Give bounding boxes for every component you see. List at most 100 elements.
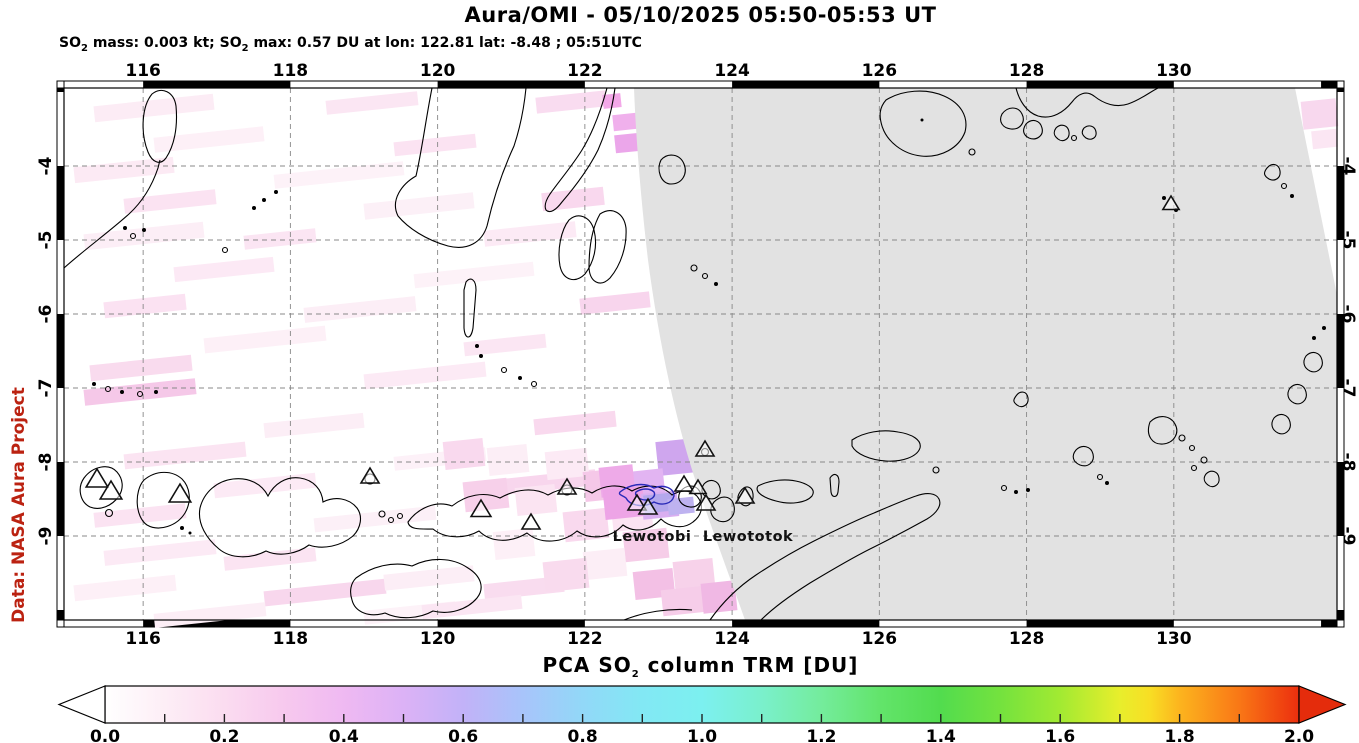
so2-pixel-patch: [103, 293, 187, 319]
lon-tick-label: 120: [419, 61, 456, 81]
map-frame: [63, 87, 1338, 621]
volcano-triangle-icon: [520, 512, 542, 530]
islet-dot: [479, 354, 483, 358]
coastline: [710, 496, 735, 523]
coastline: [1147, 416, 1178, 445]
so2-pixel-patch: [93, 93, 215, 123]
so2-pixel-patch: [562, 507, 610, 543]
coastline: [1015, 87, 1159, 118]
so2-pixel-patch: [582, 547, 628, 581]
lon-tick-label: 118: [272, 629, 309, 649]
so2-pixel-patch: [541, 186, 605, 212]
islet-dot: [274, 190, 278, 194]
islet-dot: [252, 206, 256, 210]
lon-tick-label: 128: [1008, 629, 1045, 649]
volcano-triangle-icon: [694, 439, 716, 457]
border-black-segment: [143, 81, 291, 88]
coastline: [588, 210, 627, 284]
so2-stats-line: SO2 mass: 0.003 kt; SO2 max: 0.57 DU at …: [59, 35, 642, 54]
coastline: [544, 87, 616, 213]
coastline: [1023, 119, 1043, 140]
islet: [1000, 484, 1008, 492]
border-black-segment: [57, 461, 64, 536]
lon-tick-label: 118: [272, 61, 309, 81]
so2-pixel-patch: [263, 412, 365, 439]
border-black-segment: [57, 313, 64, 388]
coastline: [1053, 124, 1070, 142]
islet-dot: [475, 344, 479, 348]
islet: [500, 366, 508, 374]
islet: [387, 516, 395, 524]
coastline: [463, 278, 477, 338]
lon-tick-label: 122: [567, 61, 603, 81]
lat-tick-label: -6: [36, 304, 56, 324]
so2-pixel-patch: [579, 291, 651, 315]
colorbar-tick-label: 1.6: [1045, 727, 1076, 743]
so2-pixel-patch: [1300, 98, 1339, 130]
so2-pixel-patch: [363, 192, 475, 220]
so2-pixel-patch: [89, 354, 193, 382]
islet: [104, 508, 114, 518]
lon-tick-label: 128: [1008, 61, 1045, 81]
islet-dot: [262, 198, 266, 202]
volcano-triangle-icon: [98, 479, 124, 500]
map: Lewotobi Lewototok: [56, 80, 1345, 628]
colorbar-tick-label: 0.6: [448, 727, 479, 743]
lon-tick-label: 126: [861, 61, 898, 81]
volcano-triangle-icon: [695, 493, 717, 511]
border-black-segment: [1337, 461, 1344, 536]
coastline: [1303, 351, 1323, 373]
colorbar-under-arrow: [57, 685, 106, 724]
islet: [1188, 444, 1196, 452]
volcano-triangle-icon: [469, 498, 493, 518]
so2-pixel-patch: [383, 565, 475, 591]
coastline: [756, 479, 814, 504]
border-black-segment: [1321, 620, 1337, 627]
coastline: [1072, 445, 1094, 467]
border-black-segment: [1337, 165, 1344, 240]
colorbar-tick-label: 0.8: [567, 727, 598, 743]
so2-pixel-patch: [544, 447, 590, 481]
lon-tick-label: 130: [1156, 629, 1192, 649]
islet-dot: [1322, 326, 1326, 330]
graticule: [64, 88, 1337, 620]
islet: [129, 232, 137, 240]
border-black-segment: [57, 609, 64, 620]
islet-dot: [518, 376, 522, 380]
colorbar-tick-label: 1.2: [806, 727, 837, 743]
so2-pixel-patch: [263, 578, 387, 607]
coastline: [142, 89, 178, 163]
so2-max-contour: [618, 483, 675, 507]
border-corner: [1336, 619, 1345, 628]
islet: [1200, 456, 1208, 464]
border-black-segment: [1026, 620, 1174, 627]
islet-dot: [1162, 196, 1166, 200]
islet-dot: [120, 390, 124, 394]
so2-pixel-patch: [542, 557, 590, 593]
so2-pixel-patch: [660, 585, 708, 617]
so2-pixel-patch: [514, 483, 558, 517]
so2-pixel-patch: [73, 574, 177, 602]
so2-pixel-patch: [602, 93, 622, 109]
border-corner: [1336, 80, 1345, 89]
islet-dot: [154, 390, 158, 394]
islet-dot: [92, 382, 96, 386]
coastline: [1203, 470, 1220, 488]
so2-pixel-patch: [413, 261, 535, 289]
lon-tick-label: 116: [125, 629, 161, 649]
so2-pixel-patch: [325, 91, 419, 115]
coastline: [1271, 413, 1291, 435]
so2-pixel-patch: [243, 228, 317, 250]
so2-pixel-patch: [153, 126, 265, 153]
border-black-segment: [732, 81, 880, 88]
islet: [104, 385, 112, 393]
border-corner: [56, 619, 65, 628]
coastline: [1081, 125, 1097, 140]
colorbar-tick-label: 2.0: [1283, 727, 1315, 743]
volcano-triangle-icon: [734, 486, 756, 504]
coastline: [1264, 163, 1281, 181]
coastline: [63, 159, 161, 269]
islet: [1190, 464, 1198, 472]
lon-tick-label: 126: [861, 629, 898, 649]
